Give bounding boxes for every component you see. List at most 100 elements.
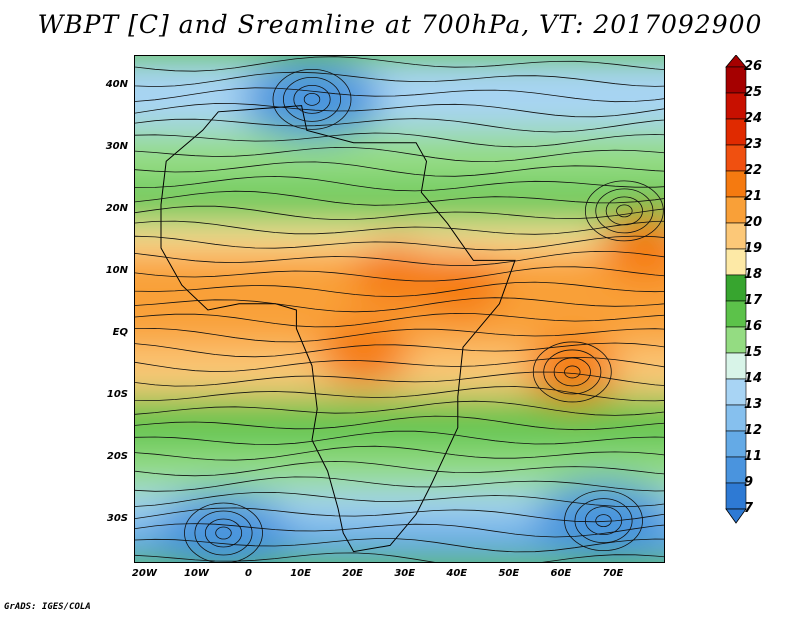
vortex-ring [532,341,612,403]
colorbar-tick-label: 13 [744,397,763,412]
vortex-ring [282,76,341,122]
temperature-band [135,396,664,447]
colorbar-tick-label: 24 [744,111,763,126]
coastline [160,105,516,553]
colorbar-swatch [725,300,747,328]
vortex-ring [194,510,253,556]
streamline [135,312,664,328]
colorbar-swatch [725,222,747,250]
colorbar-tick-label: 7 [744,501,754,516]
latitude-tick-label: 30N [105,140,128,152]
colorbar-tick-label: 16 [744,319,763,334]
vortex-ring [595,514,612,528]
longitude-tick-label: 30E [394,568,416,579]
colorbar-tick-label: 14 [744,371,763,386]
streamline [135,476,664,492]
colorbar-tick-label: 25 [744,85,763,100]
vortex-ring [564,365,581,379]
streamline [135,327,664,343]
streamline [135,281,664,297]
colorbar-swatch [725,170,747,198]
latitude-tick-label: 10S [106,388,128,400]
streamline [135,190,664,206]
colorbar-tick-label: 22 [744,163,763,178]
streamline [135,235,664,251]
colorbar-swatch [725,144,747,172]
streamline [135,538,664,553]
streamline [135,250,664,267]
colorbar-swatch [725,118,747,146]
chart-title: WBPT [C] and Sreamline at 700hPa, VT: 20… [37,10,763,39]
streamline [135,118,664,133]
streamline [135,71,664,88]
grads-credit: GrADS: IGES/COLA [4,602,91,612]
vortex-ring [293,84,331,114]
colorbar-swatch [725,274,747,302]
streamline [135,356,664,373]
cool-spot [153,493,294,562]
vortex-ring [564,490,643,552]
colorbar-top-arrow [725,55,747,68]
vortex-ring [605,196,643,226]
longitude-tick-label: 60E [550,568,572,579]
streamline [135,415,664,431]
latitude-tick-label: EQ [112,326,128,338]
temperature-bands [135,56,664,562]
streamline [135,146,664,163]
streamline [135,87,664,103]
colorbar-swatch [725,482,747,510]
colorbar-swatch [725,196,747,224]
streamline [135,460,664,477]
colorbar [725,55,747,524]
streamline [135,161,664,177]
vortex-ring [204,518,243,548]
colorbar-swatch [725,404,747,432]
vortex-ring [272,68,352,130]
colorbar-tick-label: 9 [744,475,754,490]
latitude-tick-label: 20N [105,202,128,214]
streamline [135,266,664,282]
streamline [135,205,664,221]
longitude-tick-label: 50E [498,568,520,579]
colorbar-swatch [725,352,747,380]
streamline [135,220,664,235]
latitude-tick-label: 40N [105,78,128,90]
vortex-ring [184,502,263,562]
temperature-band [135,56,664,131]
vortex-ring [574,498,633,544]
longitude-tick-label: 10W [183,568,209,579]
streamline [135,342,664,358]
colorbar-tick-label: 26 [744,59,763,74]
colorbar-swatch [725,66,747,94]
colorbar-tick-label: 12 [744,423,763,438]
streamline [135,56,664,72]
longitude-tick-label: 20E [342,568,364,579]
streamline [135,445,664,461]
streamline [135,175,664,192]
colorbar-tick-label: 20 [744,215,763,230]
vortex-ring [616,204,633,218]
colorbar-tick-label: 23 [744,137,763,152]
vortex-ring [303,92,321,106]
streamline [135,430,664,445]
streamline [135,523,664,538]
colorbar-tick-label: 15 [744,345,763,360]
longitude-tick-label: 40E [446,568,468,579]
longitude-tick-label: 70E [602,568,624,579]
longitude-tick-label: 10E [290,568,311,579]
colorbar-bottom-arrow [725,508,747,524]
streamline [135,103,664,118]
colorbar-swatch [725,378,747,406]
warm-spot [319,321,410,386]
vortex-ring [584,506,623,536]
streamline [135,132,664,148]
map-plot-area [134,55,665,563]
colorbar-tick-label: 18 [744,267,763,282]
cool-spot [242,59,382,140]
streamline [135,507,664,523]
streamline [135,297,664,313]
colorbar-swatch [725,456,747,484]
colorbar-swatch [725,326,747,354]
colorbar-tick-label: 11 [744,449,763,464]
streamline [135,491,664,507]
